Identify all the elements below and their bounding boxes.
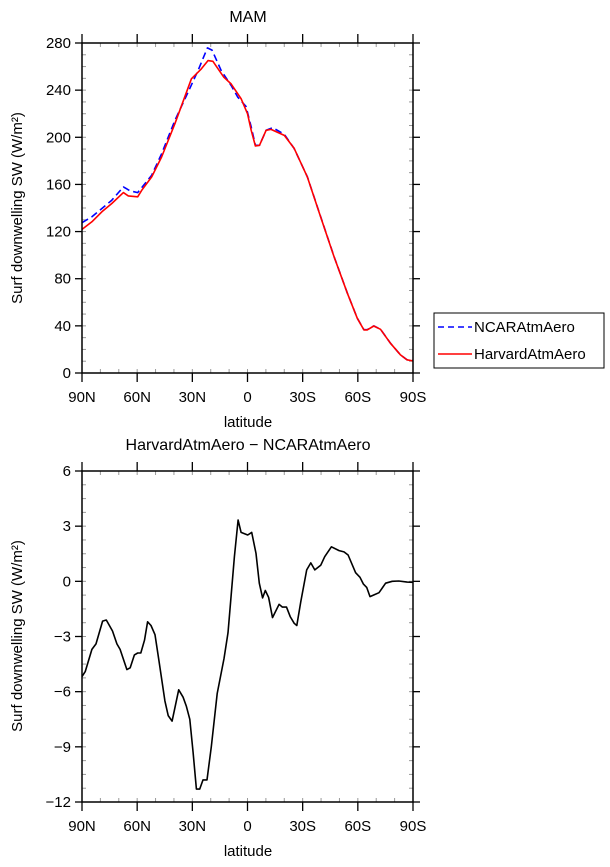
y-tick-label: 160 bbox=[46, 176, 71, 193]
y-tick-label: −12 bbox=[46, 794, 71, 811]
y-tick-label: 80 bbox=[54, 271, 71, 288]
legend-label-harvard: HarvardAtmAero bbox=[474, 346, 586, 363]
y-tick-label: 240 bbox=[46, 82, 71, 99]
x-tick-label: 90S bbox=[400, 389, 427, 406]
x-tick-label: 60S bbox=[344, 389, 371, 406]
x-tick-label: 60N bbox=[123, 389, 151, 406]
y-tick-label: −6 bbox=[54, 684, 71, 701]
bottom-panel-difference: HarvardAtmAero − NCARAtmAero latitude Su… bbox=[9, 437, 426, 860]
bottom-x-axis-label: latitude bbox=[224, 843, 272, 860]
y-tick-label: 0 bbox=[63, 365, 71, 382]
x-tick-label: 30S bbox=[289, 389, 316, 406]
legend: NCARAtmAero HarvardAtmAero bbox=[433, 312, 605, 369]
bottom-y-axis-label: Surf downwelling SW (W/m²) bbox=[9, 540, 26, 732]
y-tick-label: 3 bbox=[63, 518, 71, 535]
bottom-chart-title: HarvardAtmAero − NCARAtmAero bbox=[126, 437, 371, 454]
series-line-harvardatmaero bbox=[81, 59, 414, 362]
x-tick-label: 60N bbox=[123, 818, 151, 835]
x-tick-label: 60S bbox=[344, 818, 371, 835]
plot-frame bbox=[81, 470, 414, 803]
y-tick-label: −9 bbox=[54, 739, 71, 756]
x-tick-label: 90N bbox=[68, 818, 96, 835]
x-tick-label: 30N bbox=[179, 818, 207, 835]
top-panel-mam: MAM latitude Surf downwelling SW (W/m²) … bbox=[9, 9, 426, 431]
plot-frame bbox=[81, 42, 414, 374]
legend-box bbox=[433, 312, 605, 369]
y-tick-label: 0 bbox=[63, 573, 71, 590]
x-tick-label: 0 bbox=[243, 389, 251, 406]
x-tick-label: 30N bbox=[179, 389, 207, 406]
series-line-ncaratmaero bbox=[81, 47, 414, 362]
top-chart-title: MAM bbox=[229, 9, 266, 26]
x-tick-label: 30S bbox=[289, 818, 316, 835]
legend-label-ncar: NCARAtmAero bbox=[474, 319, 575, 336]
y-tick-label: 200 bbox=[46, 129, 71, 146]
top-x-axis-label: latitude bbox=[224, 414, 272, 431]
y-tick-label: 280 bbox=[46, 35, 71, 52]
y-tick-label: −3 bbox=[54, 629, 71, 646]
x-tick-label: 90N bbox=[68, 389, 96, 406]
y-tick-label: 6 bbox=[63, 463, 71, 480]
x-tick-label: 0 bbox=[243, 818, 251, 835]
y-tick-label: 40 bbox=[54, 318, 71, 335]
x-tick-label: 90S bbox=[400, 818, 427, 835]
top-y-axis-label: Surf downwelling SW (W/m²) bbox=[9, 112, 26, 304]
y-tick-label: 120 bbox=[46, 224, 71, 241]
series-line-difference bbox=[81, 519, 414, 790]
